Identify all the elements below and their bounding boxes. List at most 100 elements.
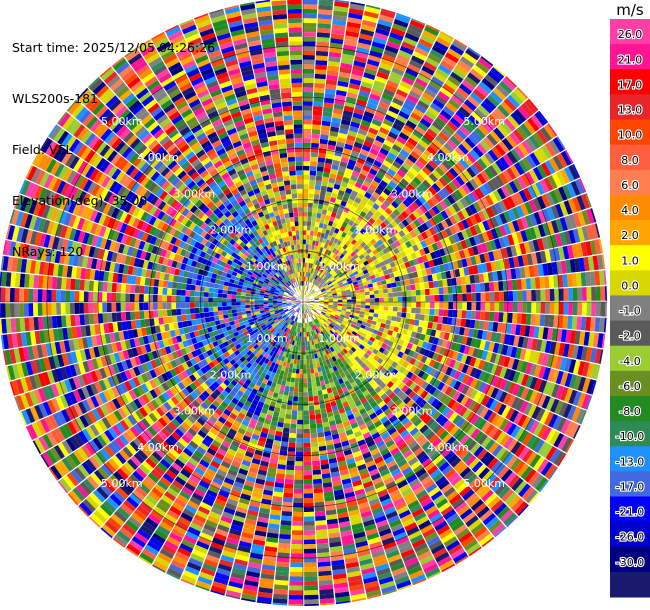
velocity-gate bbox=[317, 18, 332, 25]
velocity-gate bbox=[319, 272, 324, 278]
velocity-gate bbox=[380, 122, 392, 131]
velocity-gate bbox=[278, 389, 285, 395]
velocity-gate bbox=[346, 92, 358, 99]
velocity-gate bbox=[373, 139, 384, 148]
velocity-gate bbox=[303, 253, 306, 258]
velocity-gate bbox=[335, 89, 347, 97]
velocity-gate bbox=[330, 226, 336, 233]
velocity-gate bbox=[539, 314, 545, 327]
velocity-gate bbox=[315, 270, 319, 275]
velocity-gate bbox=[507, 312, 513, 324]
velocity-gate bbox=[320, 213, 326, 220]
velocity-gate bbox=[481, 77, 496, 91]
velocity-gate bbox=[373, 114, 384, 123]
velocity-gate bbox=[346, 183, 355, 190]
velocity-gate bbox=[336, 257, 342, 263]
velocity-gate bbox=[307, 377, 312, 383]
velocity-gate bbox=[326, 74, 338, 81]
velocity-gate bbox=[396, 286, 402, 292]
velocity-gate bbox=[333, 298, 338, 301]
velocity-gate bbox=[315, 524, 327, 531]
velocity-gate bbox=[307, 276, 310, 282]
velocity-gate bbox=[417, 156, 428, 166]
velocity-gate bbox=[318, 271, 322, 277]
velocity-gate bbox=[327, 65, 340, 72]
velocity-gate bbox=[411, 296, 417, 302]
velocity-gate bbox=[303, 170, 310, 176]
velocity-gate bbox=[429, 142, 440, 153]
velocity-gate bbox=[325, 153, 334, 160]
velocity-gate bbox=[297, 419, 303, 425]
velocity-gate bbox=[454, 38, 468, 48]
velocity-gate bbox=[577, 287, 583, 301]
velocity-gate bbox=[437, 280, 444, 288]
velocity-gate bbox=[554, 302, 560, 315]
velocity-gate bbox=[332, 15, 347, 22]
velocity-gate bbox=[362, 224, 370, 232]
velocity-gate bbox=[303, 415, 310, 420]
velocity-gate bbox=[323, 167, 331, 174]
velocity-gate bbox=[360, 305, 366, 309]
velocity-gate bbox=[405, 67, 419, 78]
velocity-gate bbox=[306, 262, 309, 268]
velocity-gate bbox=[292, 511, 303, 517]
velocity-gate bbox=[281, 436, 289, 443]
velocity-gate bbox=[293, 488, 303, 494]
velocity-gate bbox=[293, 359, 297, 365]
velocity-gate bbox=[293, 387, 299, 393]
velocity-gate bbox=[319, 403, 326, 410]
velocity-gate bbox=[313, 274, 317, 280]
velocity-gate bbox=[296, 438, 303, 443]
velocity-gate bbox=[516, 279, 522, 290]
velocity-gate bbox=[307, 373, 311, 379]
velocity-gate bbox=[314, 255, 318, 260]
velocity-gate bbox=[448, 98, 461, 110]
velocity-gate bbox=[414, 125, 426, 136]
velocity-gate bbox=[306, 292, 310, 297]
velocity-gate bbox=[360, 308, 366, 312]
velocity-gate bbox=[379, 306, 384, 311]
velocity-gate bbox=[493, 281, 499, 292]
velocity-gate bbox=[554, 288, 560, 301]
velocity-gate bbox=[399, 165, 409, 175]
velocity-gate bbox=[309, 272, 313, 278]
velocity-gate bbox=[380, 10, 396, 19]
velocity-gate bbox=[397, 84, 410, 94]
velocity-gate bbox=[312, 268, 316, 274]
velocity-gate bbox=[315, 240, 319, 246]
velocity-gate bbox=[332, 112, 343, 119]
velocity-gate bbox=[341, 196, 349, 203]
velocity-gate bbox=[522, 302, 527, 313]
velocity-gate bbox=[319, 218, 325, 224]
velocity-gate bbox=[335, 223, 342, 230]
velocity-gate bbox=[386, 110, 398, 119]
velocity-gate bbox=[303, 294, 305, 300]
velocity-gate bbox=[311, 142, 319, 148]
velocity-gate bbox=[419, 118, 432, 128]
velocity-gate bbox=[315, 69, 327, 75]
velocity-gate bbox=[396, 12, 411, 20]
velocity-gate bbox=[315, 515, 326, 521]
velocity-gate bbox=[411, 302, 417, 308]
velocity-gate bbox=[341, 211, 348, 218]
velocity-gate bbox=[485, 302, 490, 311]
velocity-gate bbox=[312, 254, 316, 260]
velocity-gate bbox=[303, 447, 311, 453]
velocity-gate bbox=[321, 125, 331, 131]
velocity-gate bbox=[312, 469, 322, 475]
velocity-gate bbox=[339, 215, 346, 222]
velocity-gate bbox=[423, 132, 435, 142]
velocity-gate bbox=[306, 364, 310, 369]
velocity-gate bbox=[303, 396, 309, 402]
velocity-gate bbox=[318, 266, 323, 272]
velocity-gate bbox=[348, 12, 363, 20]
velocity-gate bbox=[303, 428, 310, 434]
velocity-gate bbox=[371, 143, 381, 152]
velocity-gate bbox=[342, 306, 347, 309]
velocity-gate bbox=[318, 4, 333, 11]
velocity-gate bbox=[359, 199, 367, 207]
velocity-gate bbox=[303, 438, 311, 443]
velocity-gate bbox=[419, 314, 425, 321]
velocity-gate bbox=[409, 19, 425, 30]
velocity-gate bbox=[281, 511, 292, 517]
